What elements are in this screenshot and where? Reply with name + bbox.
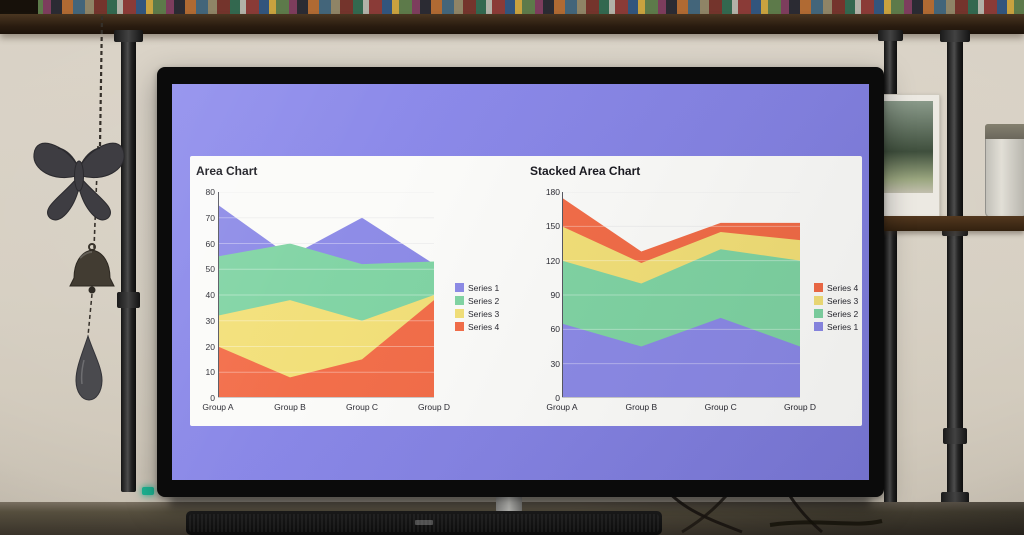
legend-item: Series 3 xyxy=(455,307,499,320)
legend-label: Series 3 xyxy=(827,295,859,306)
legend-label: Series 1 xyxy=(827,321,859,332)
legend-swatch-icon xyxy=(814,309,823,318)
pipe-left xyxy=(121,30,136,492)
legend: Series 4 Series 3 Series 2 Series 1 xyxy=(814,281,858,333)
legend-swatch-icon xyxy=(814,283,823,292)
plot-area xyxy=(218,192,434,398)
photo-frame xyxy=(876,94,940,220)
y-axis-labels: 0 10 20 30 40 50 60 70 80 xyxy=(196,187,215,403)
y-tick-label: 30 xyxy=(550,358,560,369)
bell-icon xyxy=(69,243,115,294)
legend: Series 1 Series 2 Series 3 Series 4 xyxy=(455,281,499,333)
legend-item: Series 2 xyxy=(814,307,858,320)
y-tick-label: 50 xyxy=(205,264,215,275)
glass-jar xyxy=(985,124,1024,218)
y-tick-label: 70 xyxy=(205,212,215,223)
y-tick-label: 120 xyxy=(545,255,560,266)
power-led xyxy=(142,487,154,495)
x-tick-label: Group B xyxy=(625,402,658,412)
legend-item: Series 2 xyxy=(455,294,499,307)
legend-swatch-icon xyxy=(814,322,823,331)
pipe-coupling xyxy=(117,292,140,308)
legend-label: Series 2 xyxy=(468,295,500,306)
soundbar-logo xyxy=(415,520,433,525)
chart-title: Stacked Area Chart xyxy=(530,164,641,178)
book-row xyxy=(0,0,1024,16)
legend-label: Series 4 xyxy=(468,321,500,332)
x-tick-label: Group D xyxy=(417,402,451,412)
y-tick-label: 0 xyxy=(555,393,560,403)
butterfly-icon xyxy=(33,142,125,221)
x-tick-label: Group C xyxy=(704,402,737,412)
x-tick-label: Group B xyxy=(274,402,306,412)
legend-item: Series 1 xyxy=(814,320,858,333)
x-tick-label: Group A xyxy=(546,402,578,412)
legend-swatch-icon xyxy=(455,322,464,331)
chain xyxy=(98,16,104,147)
tv-stand-neck xyxy=(496,496,522,512)
x-tick-label: Group C xyxy=(345,402,379,412)
legend-label: Series 3 xyxy=(468,308,500,319)
area-chart: Area Chart 0 10 20 30 40 50 60 70 80 Group A Grou… xyxy=(196,164,526,422)
y-tick-label: 60 xyxy=(205,238,215,249)
y-axis-labels: 0 30 60 90 120 150 180 xyxy=(538,187,560,403)
y-tick-label: 150 xyxy=(545,221,560,232)
legend-label: Series 2 xyxy=(827,308,859,319)
jar-lid xyxy=(985,124,1024,139)
legend-item: Series 4 xyxy=(455,320,499,333)
y-tick-label: 20 xyxy=(205,341,215,352)
legend-item: Series 3 xyxy=(814,294,858,307)
tv-screen: Area Chart 0 10 20 30 40 50 60 70 80 Group A Grou… xyxy=(172,84,869,480)
pipe-flange xyxy=(878,30,903,41)
chart-title: Area Chart xyxy=(196,164,258,178)
legend-item: Series 4 xyxy=(814,281,858,294)
soundbar xyxy=(186,511,662,535)
x-tick-label: Group D xyxy=(783,402,817,412)
legend-label: Series 1 xyxy=(468,282,500,293)
y-tick-label: 180 xyxy=(545,187,560,197)
chart-panel: Area Chart 0 10 20 30 40 50 60 70 80 Group A Grou… xyxy=(190,156,862,426)
y-tick-label: 10 xyxy=(205,367,215,378)
x-axis-labels: Group A Group B Group C Group D xyxy=(202,402,450,416)
x-tick-label: Group A xyxy=(202,402,234,412)
pipe-coupling xyxy=(943,428,967,444)
soundbar-grille xyxy=(189,514,659,532)
pipe-flange xyxy=(114,30,143,42)
stacked-area-chart: Stacked Area Chart 0 30 60 90 120 150 180 Grou… xyxy=(524,164,862,422)
y-tick-label: 0 xyxy=(210,393,215,403)
legend-swatch-icon xyxy=(455,309,464,318)
x-axis-labels: Group A Group B Group C Group D xyxy=(546,402,816,416)
pipe-flange xyxy=(940,30,970,42)
plot-area xyxy=(562,192,800,398)
framed-photo xyxy=(883,101,933,193)
legend-item: Series 1 xyxy=(455,281,499,294)
legend-label: Series 4 xyxy=(827,282,859,293)
y-tick-label: 90 xyxy=(550,290,560,300)
wall-shelf xyxy=(0,14,1024,34)
legend-swatch-icon xyxy=(455,296,464,305)
y-tick-label: 60 xyxy=(550,324,560,335)
pipe-right-outer xyxy=(947,30,963,535)
hanging-ornament xyxy=(33,16,125,401)
y-tick-label: 40 xyxy=(205,290,215,300)
y-tick-label: 30 xyxy=(205,315,215,326)
legend-swatch-icon xyxy=(814,296,823,305)
pendant-drop xyxy=(75,334,103,401)
y-tick-label: 80 xyxy=(205,187,215,197)
legend-swatch-icon xyxy=(455,283,464,292)
tv: Area Chart 0 10 20 30 40 50 60 70 80 Group A Grou… xyxy=(157,67,884,497)
right-shelf xyxy=(864,216,1024,231)
